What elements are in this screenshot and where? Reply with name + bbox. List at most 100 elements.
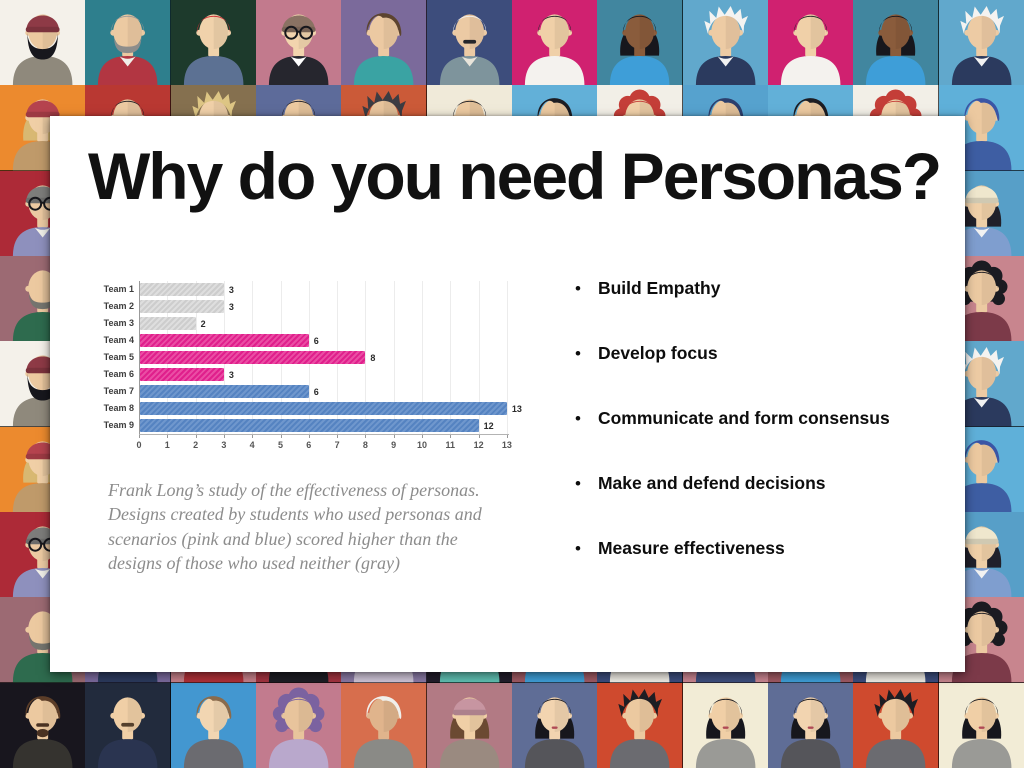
avatar-tile xyxy=(341,0,427,86)
chart-caption: Frank Long’s study of the effectiveness … xyxy=(108,480,482,574)
bullet-item: • Develop focus xyxy=(575,343,965,364)
chart-value-label: 3 xyxy=(228,285,234,295)
chart-x-tick-label: 5 xyxy=(277,440,283,450)
chart-category-label: Team 7 xyxy=(103,386,134,396)
chart-value-label: 3 xyxy=(228,370,234,380)
bullet-label: Develop focus xyxy=(597,343,718,363)
chart-category-label: Team 4 xyxy=(103,335,134,345)
chart-x-tick-label: 9 xyxy=(391,440,397,450)
bullet-label: Communicate and form consensus xyxy=(597,408,890,428)
avatar-tile xyxy=(938,682,1024,768)
chart-x-tick-label: 8 xyxy=(362,440,368,450)
avatar-tile xyxy=(85,682,171,768)
chart-gridline xyxy=(422,281,423,434)
chart-bar xyxy=(140,334,309,347)
chart-x-tick-label: 4 xyxy=(249,440,255,450)
chart-tick-mark xyxy=(195,435,197,438)
bullet-label: Build Empathy xyxy=(597,278,721,298)
chart-x-tick-label: 13 xyxy=(501,440,512,450)
avatar-illustration xyxy=(341,682,427,768)
chart-tick-mark xyxy=(506,435,508,438)
bullet-item: • Make and defend decisions xyxy=(575,474,965,494)
chart-bar xyxy=(140,300,224,313)
chart-value-label: 12 xyxy=(483,421,494,431)
avatar-tile xyxy=(85,0,171,86)
chart-x-tick-label: 10 xyxy=(416,440,427,450)
avatar-illustration xyxy=(938,682,1024,768)
avatar-tile xyxy=(170,0,256,86)
avatar-illustration xyxy=(938,0,1024,86)
avatar-tile xyxy=(768,682,854,768)
avatar-tile xyxy=(682,682,768,768)
chart-x-tick-label: 0 xyxy=(136,440,142,450)
avatar-illustration xyxy=(0,0,86,86)
chart-tick-mark xyxy=(450,435,452,438)
avatar-illustration xyxy=(170,682,256,768)
bullet-dot: • xyxy=(575,279,581,298)
avatar-illustration xyxy=(682,0,768,86)
chart-tick-mark xyxy=(167,435,169,438)
chart-tick-mark xyxy=(422,435,423,438)
avatar-illustration xyxy=(512,682,598,768)
chart-gridline xyxy=(478,281,480,434)
bullet-item: • Build Empathy xyxy=(575,278,965,299)
avatar-tile xyxy=(341,682,427,768)
avatar-illustration xyxy=(85,0,171,86)
chart-bar xyxy=(140,283,224,296)
chart-tick-mark xyxy=(365,435,367,438)
avatar-illustration xyxy=(426,0,512,86)
chart-tick-mark xyxy=(478,435,480,438)
chart-tick-mark xyxy=(337,435,339,438)
chart-x-tick-label: 1 xyxy=(164,440,170,450)
avatar-illustration xyxy=(256,682,342,768)
chart-x-tick-label: 7 xyxy=(334,440,340,450)
chart-bar xyxy=(140,419,479,432)
chart-bar xyxy=(140,317,196,330)
chart-gridline xyxy=(365,281,367,434)
avatar-illustration xyxy=(938,85,1024,171)
avatar-illustration xyxy=(85,682,171,768)
avatar-illustration xyxy=(170,0,256,86)
chart-category-label: Team 1 xyxy=(103,284,134,294)
avatar-tile xyxy=(426,682,512,768)
avatar-illustration xyxy=(853,0,939,86)
avatar-tile xyxy=(256,682,342,768)
chart-category-label: Team 6 xyxy=(103,369,134,379)
bullet-item: • Measure effectiveness xyxy=(575,539,965,559)
avatar-illustration xyxy=(853,682,939,768)
bullet-item: • Communicate and form consensus xyxy=(575,408,965,429)
chart-x-tick-label: 6 xyxy=(306,440,312,450)
bullet-dot: • xyxy=(575,474,581,493)
chart-gridline xyxy=(506,281,508,434)
avatar-tile xyxy=(0,0,86,86)
chart-bar xyxy=(140,402,507,415)
chart-category-label: Team 3 xyxy=(103,318,134,328)
chart-gridline xyxy=(139,281,140,434)
avatar-tile xyxy=(597,682,683,768)
avatar-illustration xyxy=(426,682,512,768)
avatar-illustration xyxy=(768,682,854,768)
avatar-illustration xyxy=(0,682,86,768)
chart-x-tick-label: 2 xyxy=(193,440,199,450)
avatar-illustration xyxy=(512,0,598,86)
chart-tick-mark xyxy=(393,435,395,438)
avatar-illustration xyxy=(768,0,854,86)
avatar-illustration xyxy=(341,0,427,86)
chart-value-label: 6 xyxy=(313,387,319,397)
chart-category-label: Team 9 xyxy=(103,420,134,430)
avatar-illustration xyxy=(256,0,342,86)
avatar-illustration xyxy=(682,682,768,768)
chart-bar xyxy=(140,385,309,398)
chart-tick-mark xyxy=(252,435,254,438)
avatar-tile xyxy=(170,682,256,768)
chart-x-tick-label: 3 xyxy=(221,440,227,450)
bullet-dot: • xyxy=(575,409,581,428)
slide-title: Why do you need Personas? xyxy=(88,139,942,213)
chart-gridline xyxy=(393,281,395,434)
chart-value-label: 2 xyxy=(200,319,206,329)
avatar-tile xyxy=(938,0,1024,86)
chart-bar xyxy=(140,368,224,381)
chart-tick-mark xyxy=(308,435,310,438)
